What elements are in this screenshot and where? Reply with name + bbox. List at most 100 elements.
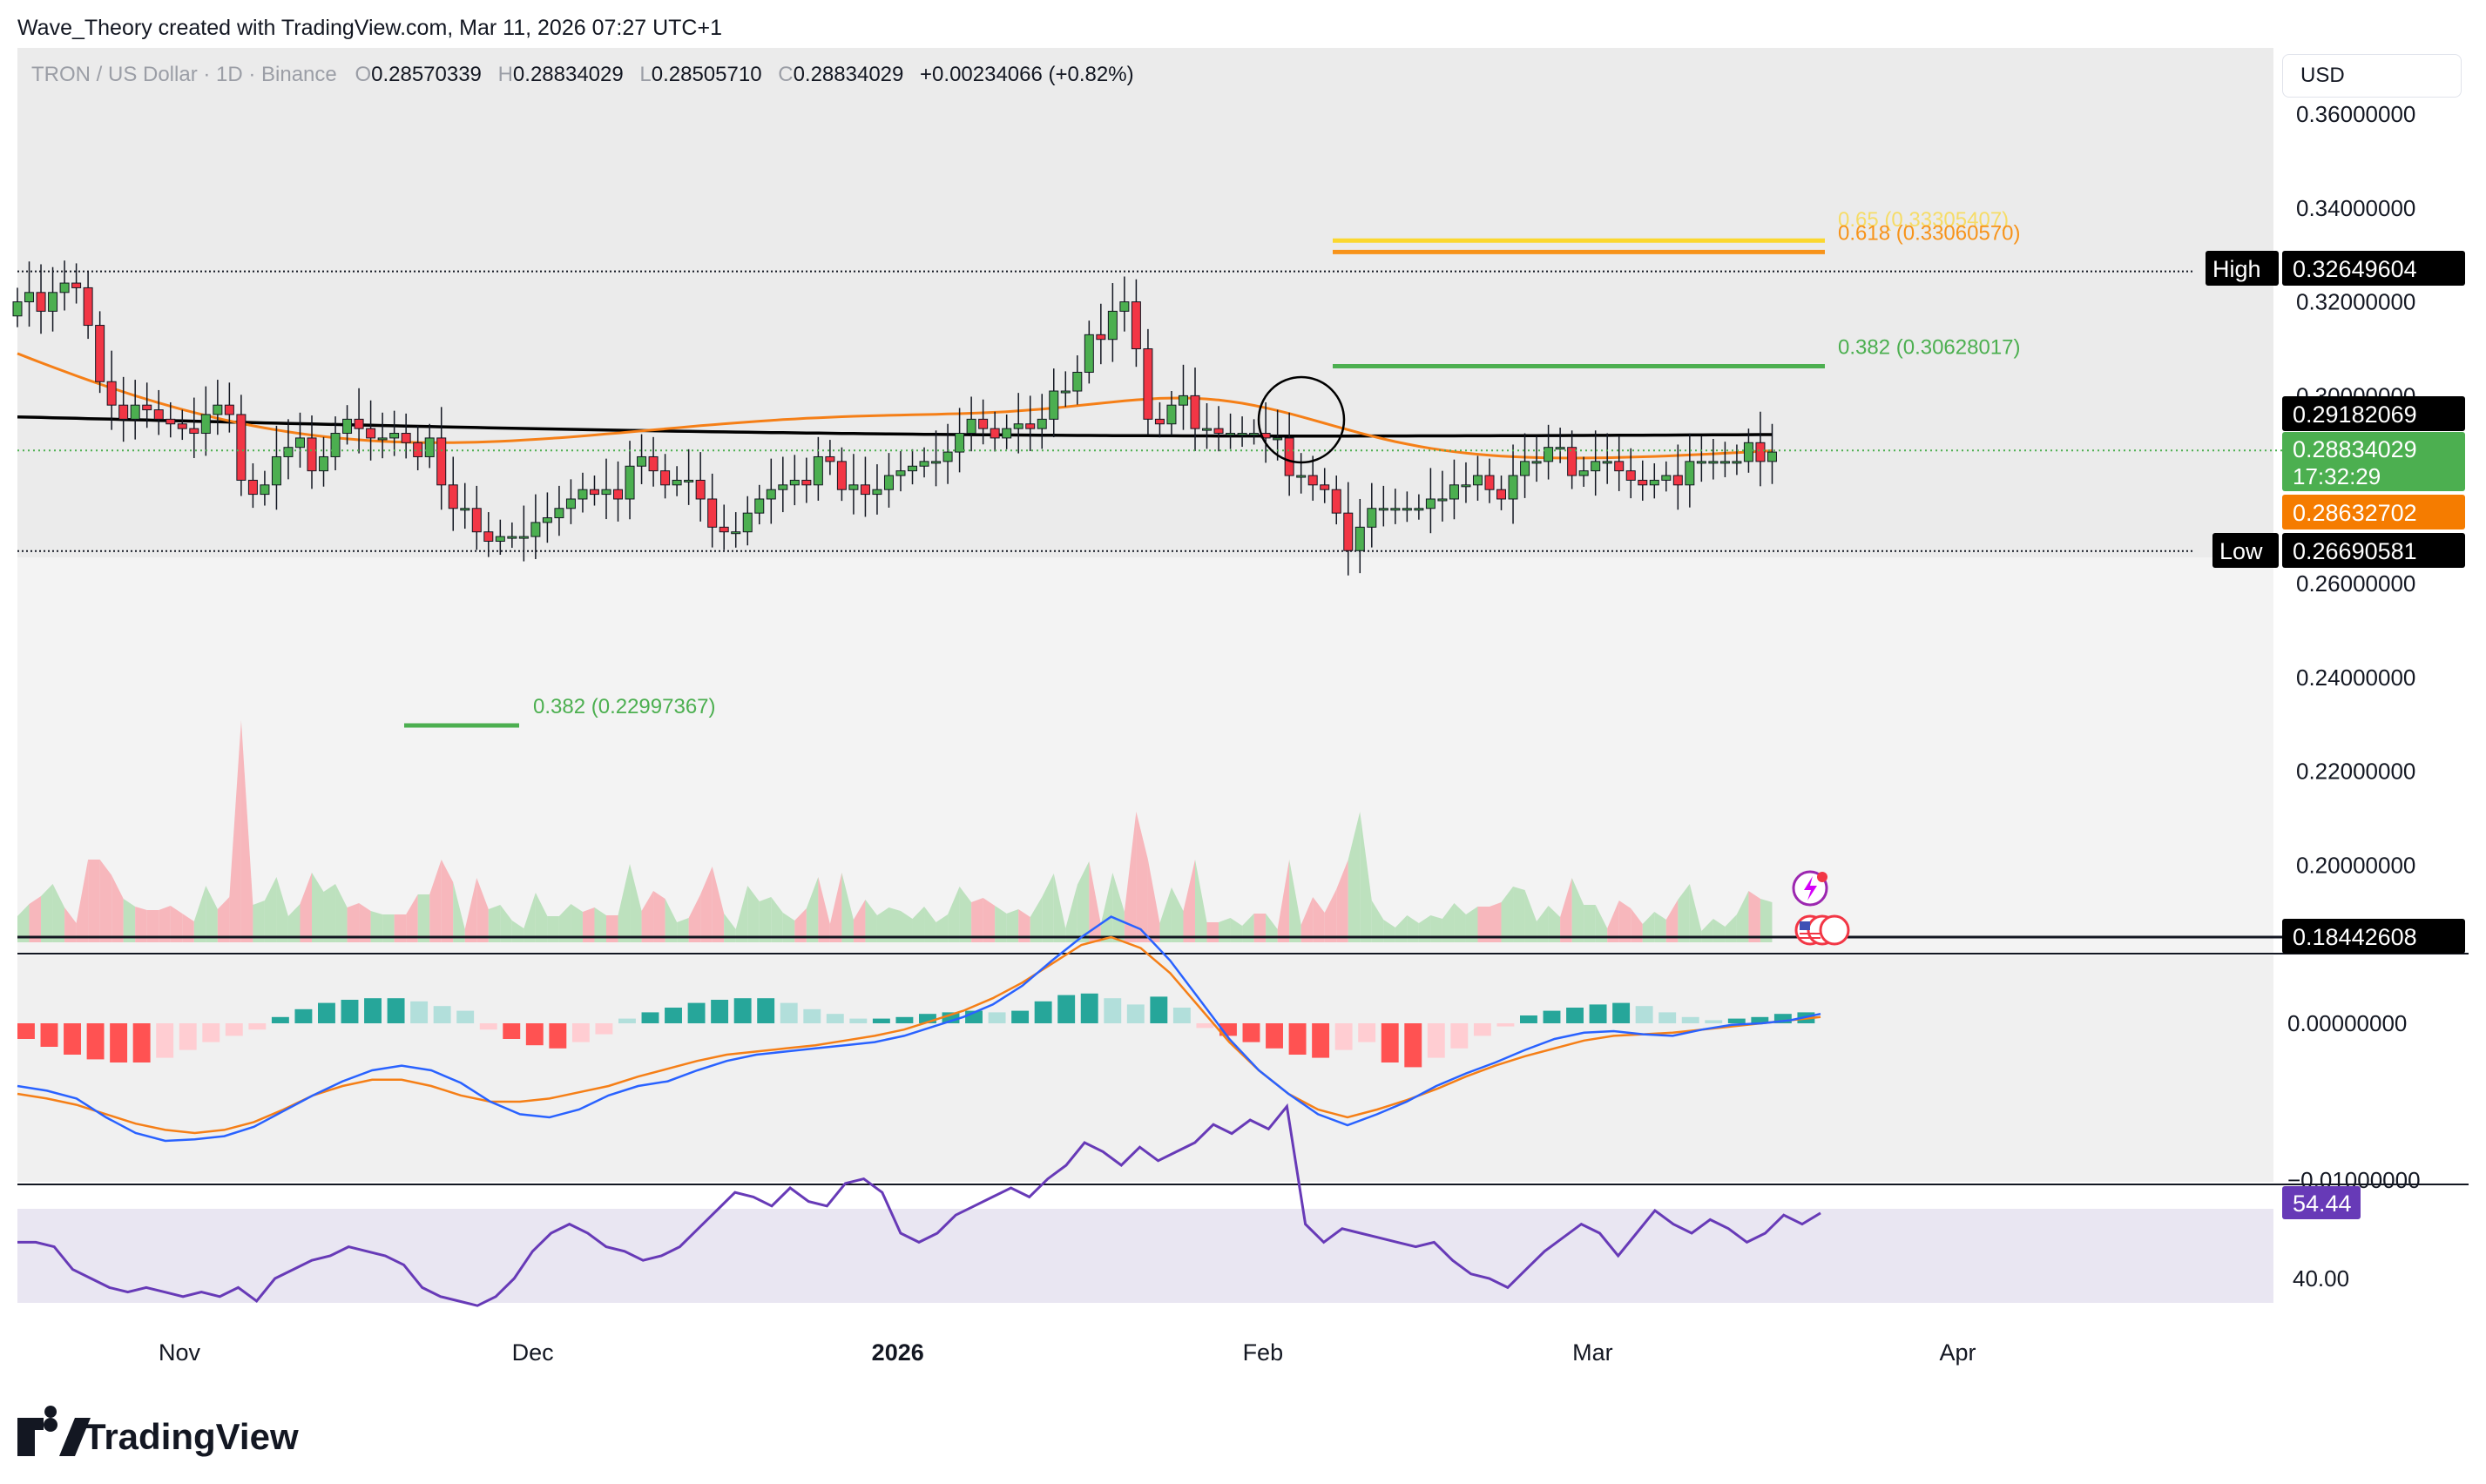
candle-body [448, 484, 458, 509]
legend-line: TRON / US Dollar · 1D · Binance O0.28570… [31, 63, 1134, 86]
price-axis-label: 0.32000000 [2296, 289, 2415, 315]
macd-histogram-bar [1312, 1023, 1330, 1058]
candle-body [613, 489, 624, 500]
legend-low: 0.28505710 [652, 63, 762, 86]
candle-body [883, 475, 894, 490]
macd-histogram-bar [1520, 1015, 1537, 1023]
macd-indicator: 0.00000000−0.01000000 [17, 915, 2421, 1193]
macd-histogram-bar [1288, 1023, 1307, 1055]
candle-body [1226, 433, 1236, 436]
candle-body [1378, 508, 1388, 511]
candle-body [213, 404, 223, 415]
volume-segment [253, 901, 265, 942]
volume-segment [1477, 907, 1490, 942]
legend-change: +0.00234066 (+0.82%) [920, 63, 1134, 86]
volume-segment [924, 907, 936, 942]
volume-segment [441, 860, 454, 942]
volume-segment [794, 908, 807, 942]
candle-body [1354, 526, 1365, 551]
volume-segment [312, 873, 324, 942]
candle-body [283, 447, 294, 457]
event-icons[interactable] [1792, 870, 1850, 946]
volume-segment [1360, 812, 1372, 942]
volume-segment [1548, 906, 1561, 942]
volume-price-label: 0.18442608 [2293, 924, 2417, 950]
macd-histogram-bar [225, 1023, 243, 1036]
candle-body [1213, 428, 1224, 435]
candle-body [1520, 461, 1530, 476]
macd-histogram-bar [1496, 1023, 1515, 1027]
candle-body [1755, 442, 1766, 462]
candle-body [872, 489, 882, 496]
macd-histogram-bar [1681, 1016, 1699, 1023]
volume-segment [1313, 897, 1325, 942]
macd-histogram-bar [1751, 1016, 1769, 1023]
macd-histogram-bar [1057, 995, 1076, 1023]
rsi-line [17, 1103, 1821, 1307]
candle-body [1743, 442, 1753, 462]
candle-body [483, 531, 494, 542]
candle-body [919, 461, 929, 467]
volume-segment [1395, 915, 1408, 942]
currency-button[interactable]: USD [2282, 54, 2462, 98]
rsi-axis-label: 40.00 [2293, 1265, 2349, 1292]
volume-area [17, 720, 1773, 942]
volume-segment [606, 915, 618, 942]
us-flag-icon-3[interactable] [1819, 914, 1850, 946]
candle-body [1002, 428, 1012, 439]
volume-segment [1736, 891, 1749, 942]
candle-body [1143, 348, 1153, 420]
volume-segment [99, 860, 112, 942]
candle-body [71, 282, 82, 288]
candle-body [1013, 423, 1023, 429]
candle-body [1202, 428, 1213, 431]
candle-body [625, 465, 635, 500]
macd-histogram-bar [665, 1008, 682, 1023]
volume-segment [1242, 914, 1254, 942]
volume-segment [841, 873, 854, 942]
candle-body [672, 479, 682, 486]
last-price-label: 0.28834029 [2293, 436, 2417, 462]
candle-body [707, 498, 718, 528]
tradingview-logo[interactable]: TradingView [17, 1406, 299, 1457]
volume-segment [888, 907, 901, 942]
volume-segment [1100, 873, 1113, 942]
legend-close: 0.28834029 [794, 63, 904, 86]
volume-segment [488, 905, 501, 942]
price-axis-label: 0.24000000 [2296, 664, 2415, 691]
volume-segment [123, 899, 136, 942]
credit-line: Wave_Theory created with TradingView.com… [17, 16, 722, 40]
candle-body [895, 470, 906, 476]
time-axis-label: Feb [1243, 1339, 1284, 1366]
candle-body [789, 479, 800, 486]
candle-body [1131, 301, 1141, 350]
volume-segment [571, 904, 583, 942]
volume-segment [1077, 861, 1090, 942]
candle-body [860, 484, 870, 496]
macd-histogram-bar [872, 1018, 890, 1023]
candle-body [83, 287, 93, 327]
macd-histogram-bar [433, 1006, 451, 1023]
tradingview-logo-text: TradingView [84, 1416, 299, 1457]
candle-body [130, 404, 140, 420]
volume-segment [1560, 878, 1572, 942]
volume-segment [806, 877, 819, 942]
candle-body [224, 404, 234, 415]
crossover-circle-annotation[interactable] [1257, 375, 1346, 464]
candle-body [660, 470, 671, 486]
candle-body [200, 414, 211, 435]
candle-body [189, 428, 199, 435]
price-axis-label: 0.22000000 [2296, 759, 2415, 785]
time-axis[interactable]: Nov Dec 2026 Feb Mar Apr [159, 1339, 1976, 1366]
candle-body [637, 455, 647, 467]
volume-segment [1289, 860, 1301, 942]
candle-body [848, 484, 859, 490]
volume-segment [1147, 860, 1160, 942]
candle-body [801, 479, 812, 486]
macd-histogram-bar [595, 1023, 613, 1035]
macd-histogram-bar [387, 998, 405, 1023]
macd-histogram-bar [1566, 1008, 1584, 1023]
rsi-indicator: 54.44 40.00 [17, 1103, 2361, 1307]
macd-histogram-bar [571, 1023, 590, 1042]
price-axis[interactable]: 0.360000000.340000000.320000000.30000000… [2206, 101, 2465, 954]
